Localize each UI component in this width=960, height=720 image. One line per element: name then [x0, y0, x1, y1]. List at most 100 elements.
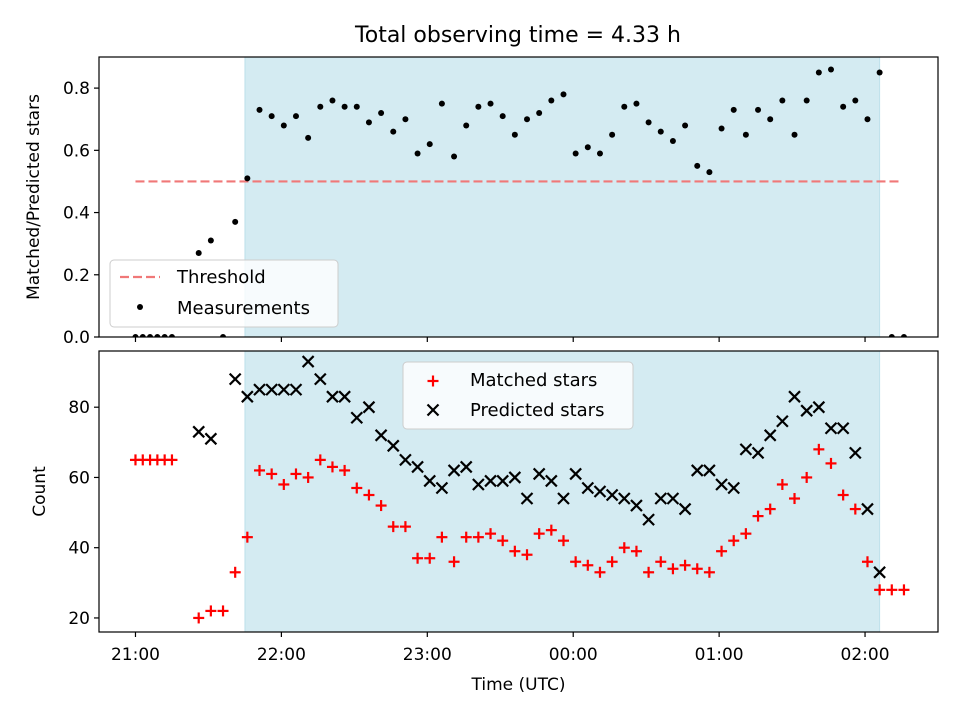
legend-matched-swatch	[427, 375, 439, 387]
matched-star-point	[375, 500, 387, 512]
predicted-star-point	[459, 460, 473, 474]
measurement-point	[161, 334, 168, 337]
matched-star-point	[509, 545, 521, 557]
measurement-point	[524, 116, 531, 123]
predicted-star-point	[605, 488, 619, 502]
predicted-star-point	[763, 429, 777, 442]
x-tick-label: 01:00	[695, 645, 744, 665]
y-tick-label: 0.4	[63, 204, 90, 224]
matched-star-point	[533, 528, 545, 540]
x-tick-label: 22:00	[257, 645, 306, 665]
matched-star-point	[266, 468, 278, 480]
predicted-star-point	[666, 492, 680, 505]
x-b	[423, 474, 437, 488]
x-b	[593, 485, 607, 498]
x-axis-label: Time (UTC)	[471, 675, 566, 695]
x-b	[508, 471, 522, 484]
x-b	[727, 481, 740, 495]
measurement-point	[876, 69, 883, 76]
predicted-star-point	[545, 474, 558, 488]
predicted-star-point	[630, 499, 643, 512]
measurement-point	[669, 138, 676, 144]
matched-star-point	[594, 566, 606, 578]
matched-star-point	[557, 535, 569, 547]
x-b	[557, 492, 570, 505]
matched-star-point	[545, 524, 557, 536]
x-b	[545, 474, 558, 488]
x-b	[630, 499, 643, 512]
matched-star-point	[655, 556, 667, 568]
predicted-star-point	[386, 439, 400, 453]
predicted-star-point	[301, 355, 315, 368]
measurement-point	[767, 116, 774, 123]
predicted-star-point	[654, 492, 668, 505]
x-b	[399, 453, 412, 467]
predicted-star-point	[362, 400, 376, 414]
x-b	[326, 390, 339, 403]
x-b	[861, 502, 874, 516]
predicted-star-point	[703, 464, 716, 477]
x-b	[873, 566, 886, 579]
matched-star-point	[314, 454, 326, 466]
measurement-point	[609, 131, 616, 138]
matched-star-point	[424, 552, 436, 564]
predicted-star-point	[593, 485, 607, 498]
matched-star-point	[326, 461, 338, 473]
legend-measurements-label: Measurements	[177, 298, 310, 319]
matched-star-point	[691, 563, 703, 575]
x-b	[642, 513, 655, 526]
x-b	[241, 390, 254, 403]
legend-predicted-label: Predicted stars	[470, 400, 604, 421]
measurement-point	[139, 334, 146, 337]
predicted-star-point	[253, 383, 266, 396]
y-tick-label: 20	[68, 609, 90, 629]
predicted-star-point	[873, 566, 886, 579]
predicted-star-point	[228, 372, 242, 386]
x-tick-label: 02:00	[841, 645, 890, 665]
predicted-star-point	[557, 492, 570, 505]
matched-star-point	[861, 556, 873, 568]
measurement-point	[147, 334, 154, 337]
measurement-point	[378, 110, 385, 116]
matched-star-point	[752, 510, 764, 522]
measurement-point	[414, 150, 421, 157]
matched-star-point	[497, 535, 509, 547]
x-b	[618, 492, 631, 505]
measurement-point	[657, 128, 664, 135]
predicted-star-point	[241, 390, 254, 403]
predicted-star-point	[715, 478, 728, 491]
measurement-point	[168, 334, 175, 337]
predicted-star-point	[751, 446, 765, 460]
legend-box	[402, 361, 634, 430]
measurement-point	[827, 66, 834, 73]
predicted-star-point	[532, 467, 546, 481]
x-b	[849, 446, 862, 460]
matched-star-point	[278, 478, 290, 490]
measurement-point	[195, 250, 202, 256]
measurement-point	[682, 122, 689, 129]
matched-star-point	[351, 482, 363, 494]
matched-star-point	[886, 584, 898, 596]
x-b	[678, 502, 692, 516]
measurement-point	[718, 125, 725, 132]
x-b	[301, 355, 315, 368]
measurement-point	[451, 153, 458, 160]
x-b	[411, 460, 424, 474]
predicted-star-point	[739, 443, 753, 456]
y-tick-label: 40	[68, 539, 90, 559]
measurement-point	[499, 113, 506, 120]
matched-star-point	[399, 521, 411, 533]
predicted-star-point	[520, 492, 534, 505]
measurement-point	[900, 334, 907, 337]
bottom-panel: 20 40 60 80 21:00 22:00 23:00 00:00 01:00 02:00 Co…	[30, 350, 939, 695]
x-b	[836, 421, 850, 435]
matched-star-point	[776, 478, 788, 490]
predicted-star-point	[289, 383, 303, 396]
measurement-point	[742, 131, 749, 138]
axes-frame	[98, 350, 939, 633]
matched-star-point	[363, 489, 375, 501]
x-b	[314, 372, 327, 386]
matched-star-point	[813, 443, 825, 455]
matched-star-point	[667, 563, 679, 575]
measurement-point	[645, 119, 652, 126]
